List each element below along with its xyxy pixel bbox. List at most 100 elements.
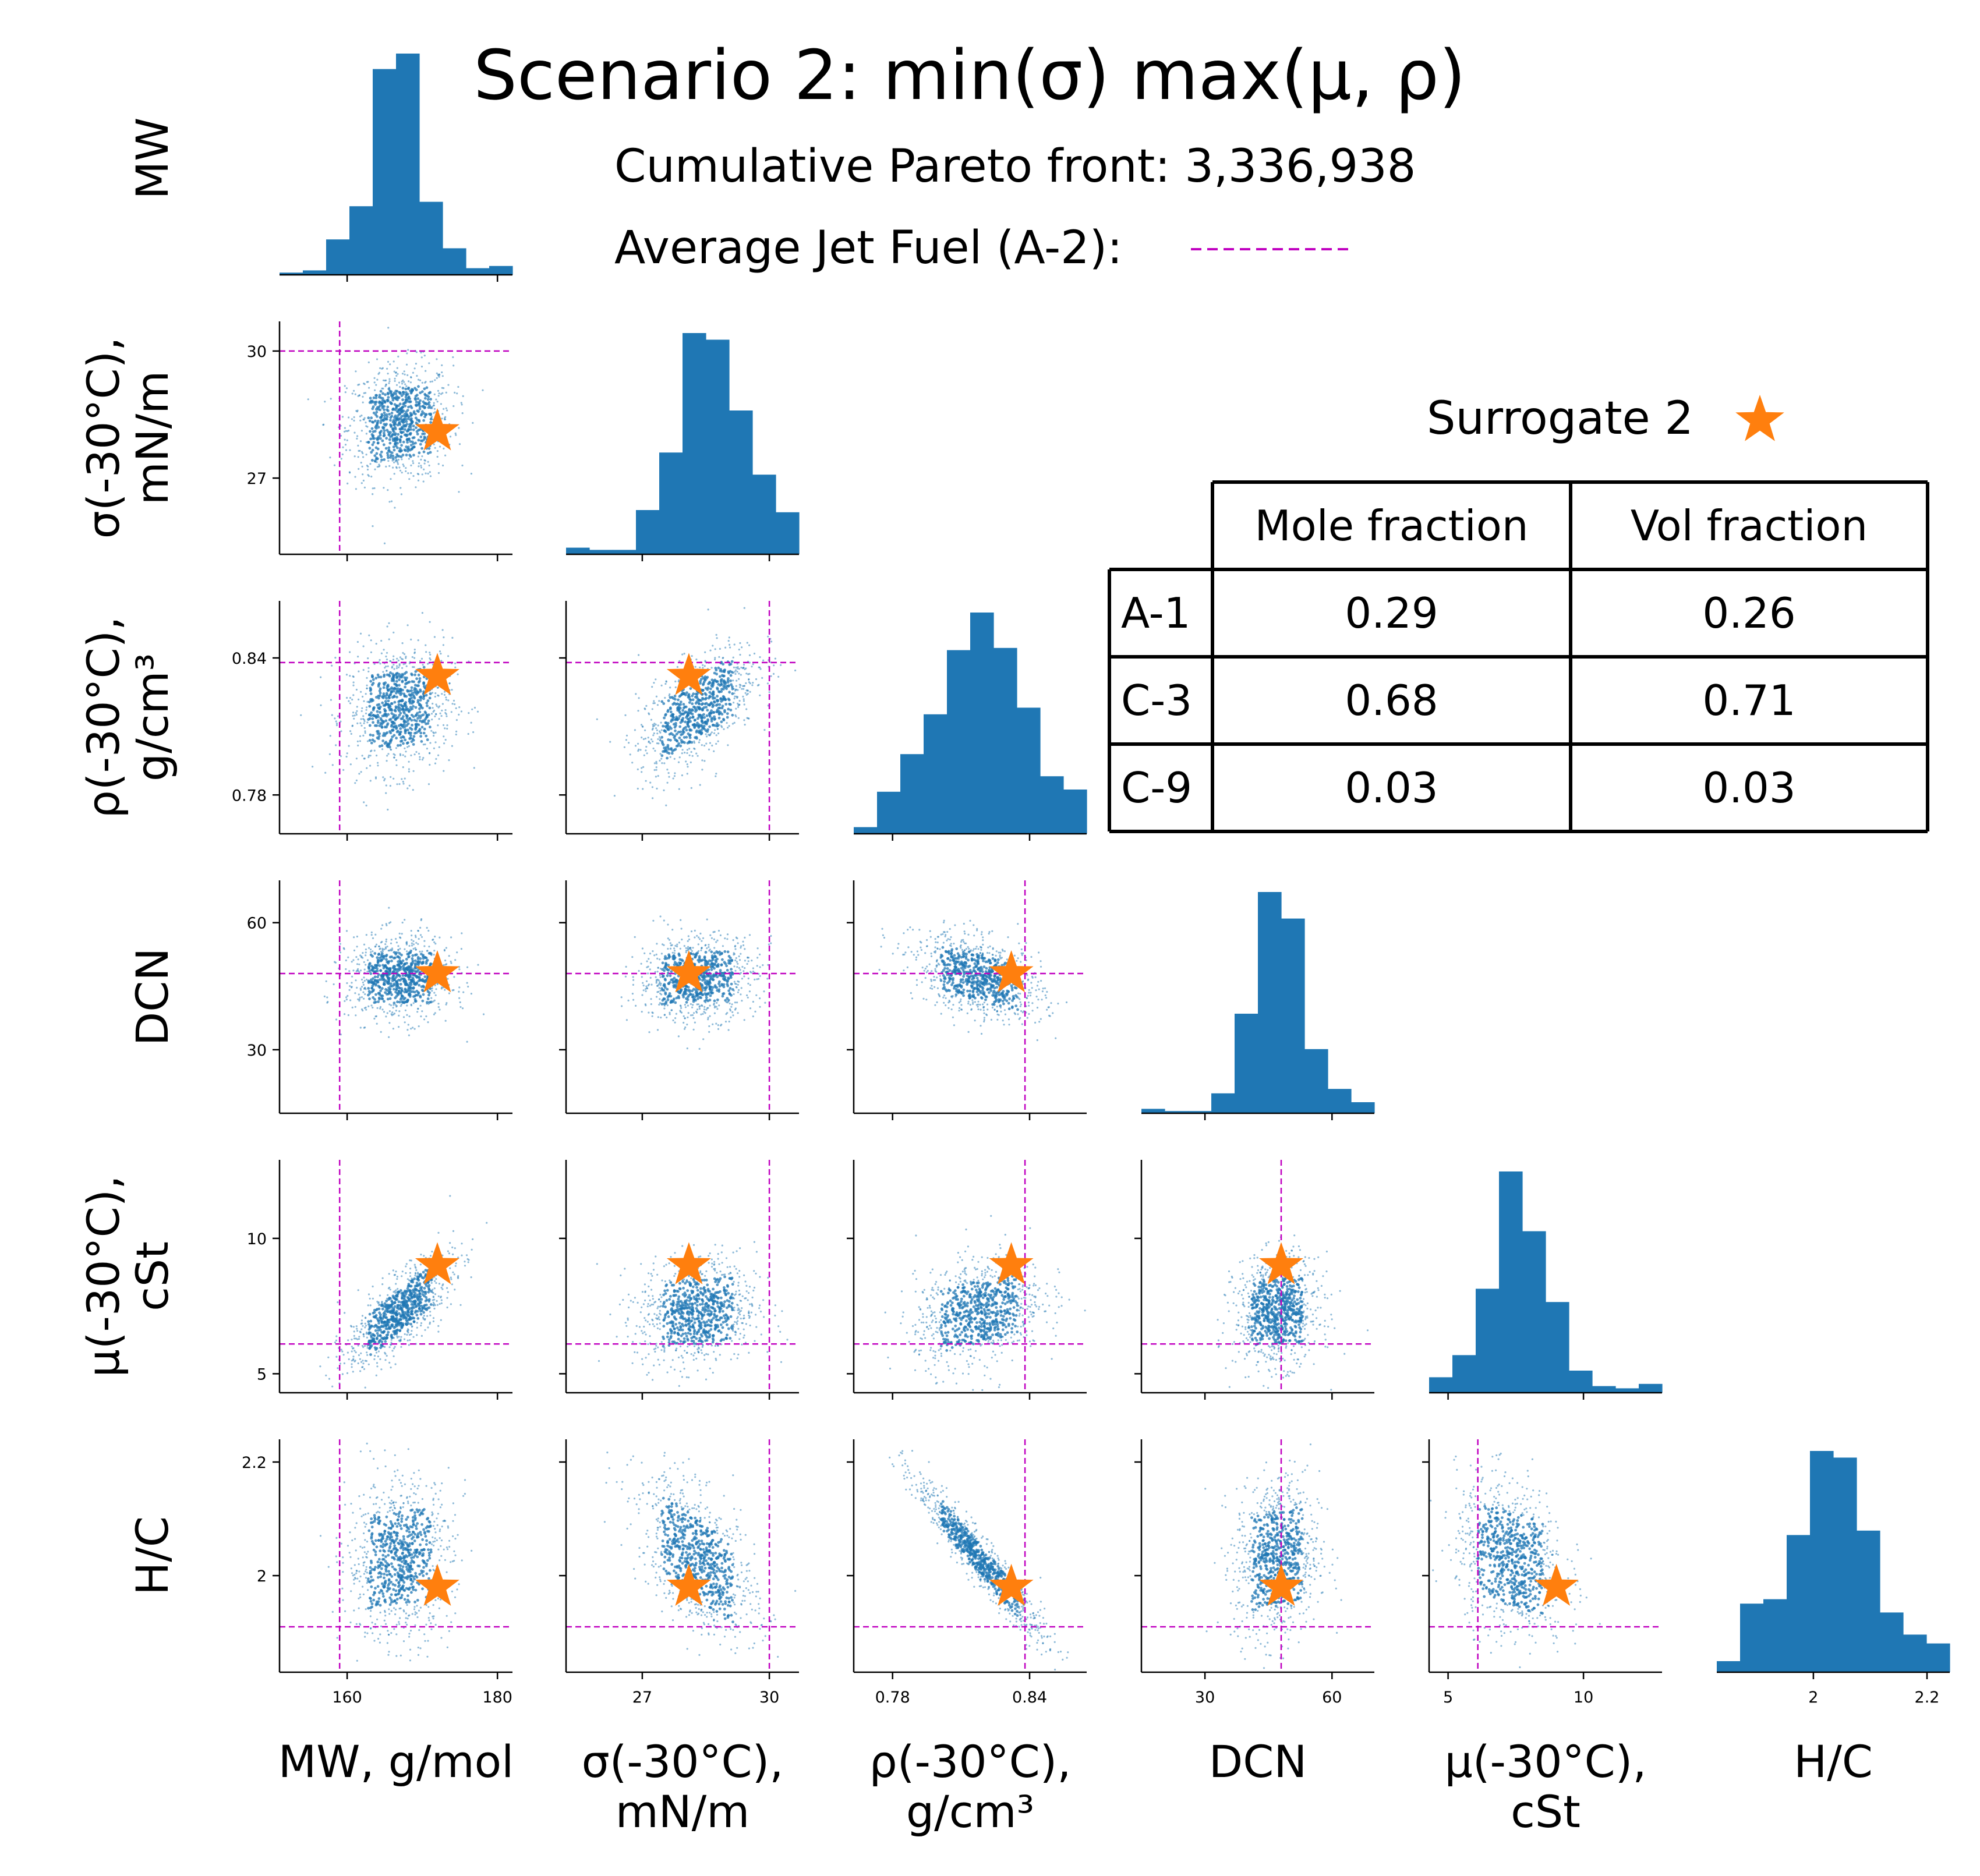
scatter-point <box>379 687 382 691</box>
scatter-point <box>770 675 772 677</box>
scatter-point <box>429 652 431 654</box>
scatter-point <box>1027 1001 1030 1004</box>
scatter-point <box>376 673 380 677</box>
scatter-point <box>406 746 409 748</box>
scatter-point <box>423 436 427 440</box>
scatter-point <box>399 385 401 388</box>
scatter-point <box>652 702 655 705</box>
scatter-point <box>400 426 404 429</box>
scatter-point <box>349 763 352 766</box>
scatter-point <box>408 995 412 998</box>
scatter-point <box>390 1004 393 1007</box>
scatter-point <box>945 934 947 936</box>
scatter-point <box>700 949 702 951</box>
scatter-point <box>436 686 439 689</box>
scatter-point <box>390 660 392 663</box>
scatter-point <box>423 940 426 942</box>
scatter-point <box>370 651 373 653</box>
scatter-point <box>727 707 730 711</box>
scatter-point <box>385 958 388 961</box>
scatter-point <box>671 951 674 954</box>
scatter-point <box>677 953 681 956</box>
scatter-point <box>371 435 374 438</box>
scatter-point <box>406 728 409 732</box>
scatter-point <box>629 753 631 756</box>
scatter-point <box>387 742 391 745</box>
scatter-point <box>686 749 688 751</box>
scatter-point <box>386 415 389 419</box>
scatter-point <box>983 1012 985 1014</box>
scatter-point <box>721 726 723 728</box>
scatter-point <box>365 425 367 427</box>
scatter-point <box>404 730 407 733</box>
scatter-point <box>390 1013 393 1015</box>
scatter-point <box>382 682 386 685</box>
scatter-point <box>674 680 677 682</box>
scatter-point <box>709 695 712 699</box>
scatter-point <box>653 769 656 771</box>
scatter-point <box>373 381 376 384</box>
scatter-point <box>724 703 728 706</box>
scatter-point <box>405 724 409 727</box>
scatter-point <box>720 720 723 724</box>
scatter-point <box>399 712 402 715</box>
scatter-point <box>727 955 731 958</box>
scatter-point <box>656 985 659 987</box>
scatter-point <box>426 958 429 962</box>
scatter-point <box>401 458 403 461</box>
scatter-point <box>652 950 654 953</box>
scatter-point <box>672 777 674 780</box>
scatter-point <box>355 956 358 958</box>
scatter-point <box>726 997 729 1000</box>
scatter-point <box>724 1021 727 1023</box>
scatter-point <box>412 454 415 457</box>
scatter-point <box>422 695 426 698</box>
scatter-point <box>648 1011 650 1014</box>
scatter-point <box>362 452 364 455</box>
scatter-point <box>344 391 346 394</box>
scatter-point <box>676 718 679 721</box>
scatter-point <box>432 710 434 713</box>
scatter-point <box>744 967 746 969</box>
scatter-point <box>436 377 438 380</box>
scatter-point <box>401 933 403 935</box>
scatter-point <box>1028 989 1030 991</box>
scatter-point <box>387 448 391 452</box>
scatter-point <box>700 983 703 986</box>
scatter-point <box>688 740 691 744</box>
scatter-point <box>384 447 388 450</box>
scatter-point <box>378 993 381 996</box>
scatter-point <box>386 652 388 654</box>
scatter-point <box>674 978 677 982</box>
scatter-point <box>472 731 475 734</box>
scatter-point <box>627 999 630 1001</box>
scatter-point <box>691 702 694 706</box>
scatter-point <box>373 739 376 743</box>
scatter-point <box>358 670 360 672</box>
scatter-point <box>685 950 688 952</box>
scatter-point <box>434 762 437 764</box>
scatter-point <box>936 941 939 944</box>
scatter-point <box>397 687 399 691</box>
scatter-point <box>342 769 345 771</box>
scatter-point <box>378 964 381 967</box>
scatter-point <box>370 951 372 953</box>
scatter-point <box>715 965 719 968</box>
hist-bar-MW-0 <box>280 272 303 275</box>
scatter-point <box>421 999 425 1003</box>
scatter-point <box>370 964 373 968</box>
scatter-point <box>411 957 414 960</box>
scatter-point <box>394 968 397 971</box>
scatter-point <box>675 963 678 967</box>
scatter-point <box>418 402 421 405</box>
scatter-point <box>433 393 436 396</box>
scatter-point <box>378 689 381 692</box>
hist-bar-sigma-3 <box>636 510 660 554</box>
scatter-point <box>367 987 370 990</box>
scatter-point <box>645 780 647 782</box>
scatter-point <box>403 448 406 452</box>
scatter-point <box>460 710 463 713</box>
scatter-point <box>620 996 623 999</box>
scatter-point <box>410 728 413 731</box>
scatter-point <box>661 975 664 978</box>
